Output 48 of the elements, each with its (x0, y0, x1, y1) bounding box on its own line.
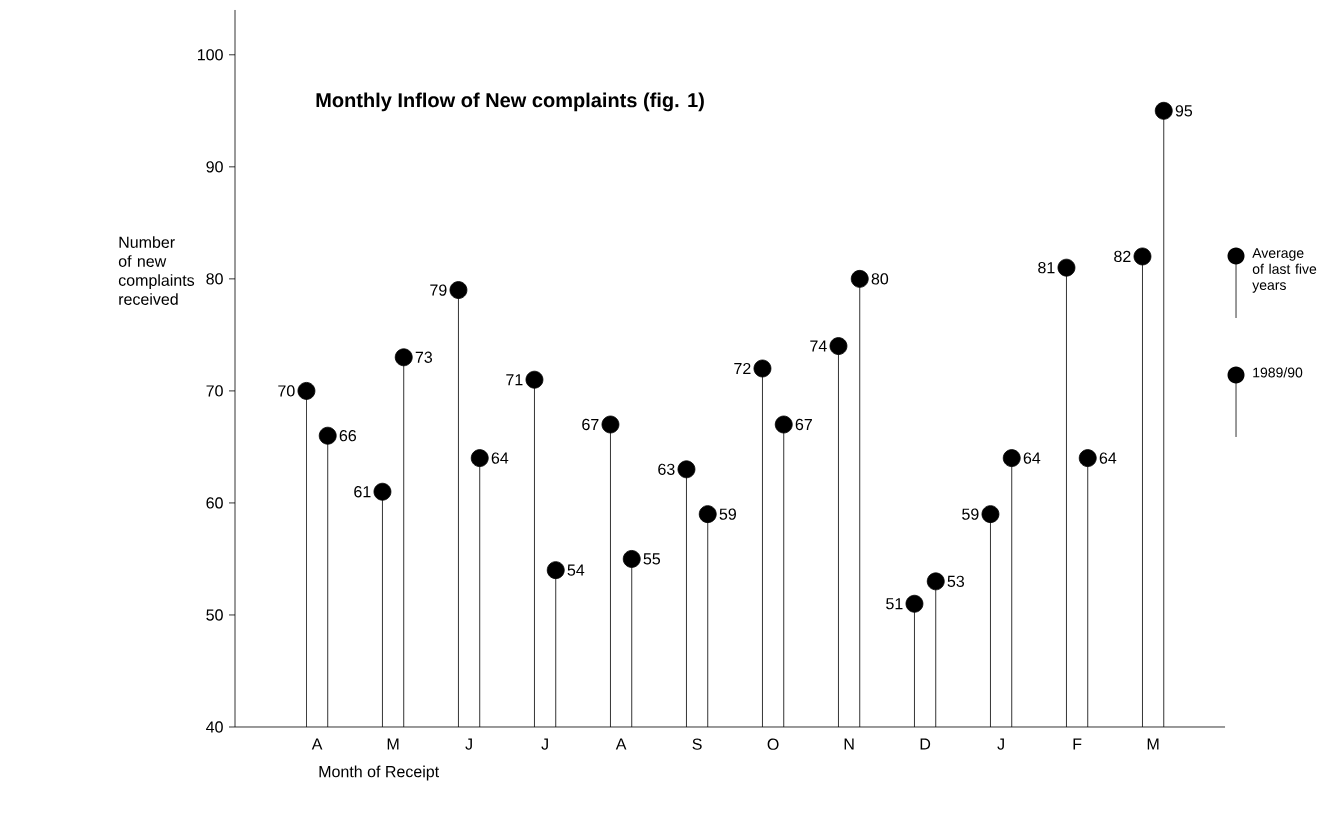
x-tick-label: J (541, 738, 548, 750)
x-tick-label: A (615, 738, 627, 750)
y-tick-label: 70 (206, 385, 223, 397)
x-tick-label: J (465, 738, 472, 750)
text: Monthly Inflow of New complaints (fig. 1) (316, 92, 704, 112)
data-label: 64 (1023, 452, 1041, 464)
data-label: 55 (643, 553, 661, 565)
data-label: 53 (947, 575, 965, 588)
y-tick-label: 60 (206, 497, 223, 509)
y-tick-label: 40 (206, 721, 223, 733)
y-tick-label: 80 (206, 273, 223, 285)
data-label: 64 (1099, 452, 1117, 464)
data-label: 70 (278, 385, 295, 397)
y-tick-label: 90 (206, 161, 223, 173)
data-label: 72 (734, 362, 751, 375)
data-label: 73 (415, 351, 433, 363)
x-tick-label: F (1073, 738, 1082, 750)
x-tick-label: M (1147, 738, 1159, 750)
data-label: 63 (658, 463, 675, 475)
data-label: 95 (1175, 105, 1193, 117)
data-label: 66 (339, 430, 357, 442)
data-label: 79 (430, 284, 447, 296)
data-label: 81 (1038, 262, 1055, 274)
x-tick-label: N (844, 738, 854, 750)
x-tick-label: O (767, 738, 779, 750)
data-label: 67 (795, 418, 812, 431)
data-label: 61 (354, 486, 371, 498)
data-label: 74 (810, 340, 827, 352)
data-label: 59 (962, 508, 979, 520)
x-tick-label: M (387, 738, 399, 750)
data-label: 54 (567, 564, 585, 576)
y-axis-title: Number of new complaints received (118, 236, 195, 305)
data-label: 71 (506, 374, 523, 386)
x-tick-label: J (997, 738, 1004, 750)
y-tick-label: 100 (198, 49, 223, 61)
data-label: 51 (886, 598, 903, 610)
legend-label: 1989/90 (1253, 367, 1303, 378)
data-label: 82 (1114, 250, 1131, 263)
data-label: 64 (491, 452, 509, 464)
x-tick-label: S (692, 738, 702, 750)
x-tick-label: D (920, 738, 931, 750)
x-tick-label: A (311, 738, 323, 750)
data-label: 80 (871, 273, 889, 285)
y-tick-label: 50 (206, 609, 223, 621)
x-axis-title: Month of Receipt (319, 765, 440, 781)
data-label: 67 (582, 418, 599, 431)
legend-label: Average of last five years (1252, 248, 1317, 293)
data-label: 59 (719, 508, 736, 520)
